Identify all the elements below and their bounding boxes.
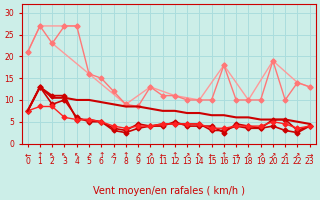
Text: ↗: ↗ — [245, 151, 252, 160]
Text: ←: ← — [208, 151, 215, 160]
Text: ↑: ↑ — [98, 151, 104, 160]
Text: ↗: ↗ — [147, 151, 154, 160]
Text: ←: ← — [159, 151, 166, 160]
Text: ↖: ↖ — [49, 151, 55, 160]
Text: →: → — [233, 151, 239, 160]
Text: ←: ← — [25, 151, 31, 160]
Text: ↑: ↑ — [172, 151, 178, 160]
Text: ↗: ↗ — [270, 151, 276, 160]
Text: ↑: ↑ — [37, 151, 43, 160]
Text: ↖: ↖ — [74, 151, 80, 160]
Text: ↗: ↗ — [258, 151, 264, 160]
Text: ↗: ↗ — [110, 151, 117, 160]
X-axis label: Vent moyen/en rafales ( km/h ): Vent moyen/en rafales ( km/h ) — [93, 186, 245, 196]
Text: ↗: ↗ — [184, 151, 190, 160]
Text: ↗: ↗ — [135, 151, 141, 160]
Text: ↗: ↗ — [294, 151, 300, 160]
Text: ↗: ↗ — [282, 151, 288, 160]
Text: ↗: ↗ — [86, 151, 92, 160]
Text: ↖: ↖ — [61, 151, 68, 160]
Text: →: → — [307, 151, 313, 160]
Text: ↑: ↑ — [123, 151, 129, 160]
Text: ↖: ↖ — [196, 151, 203, 160]
Text: ↑: ↑ — [221, 151, 227, 160]
